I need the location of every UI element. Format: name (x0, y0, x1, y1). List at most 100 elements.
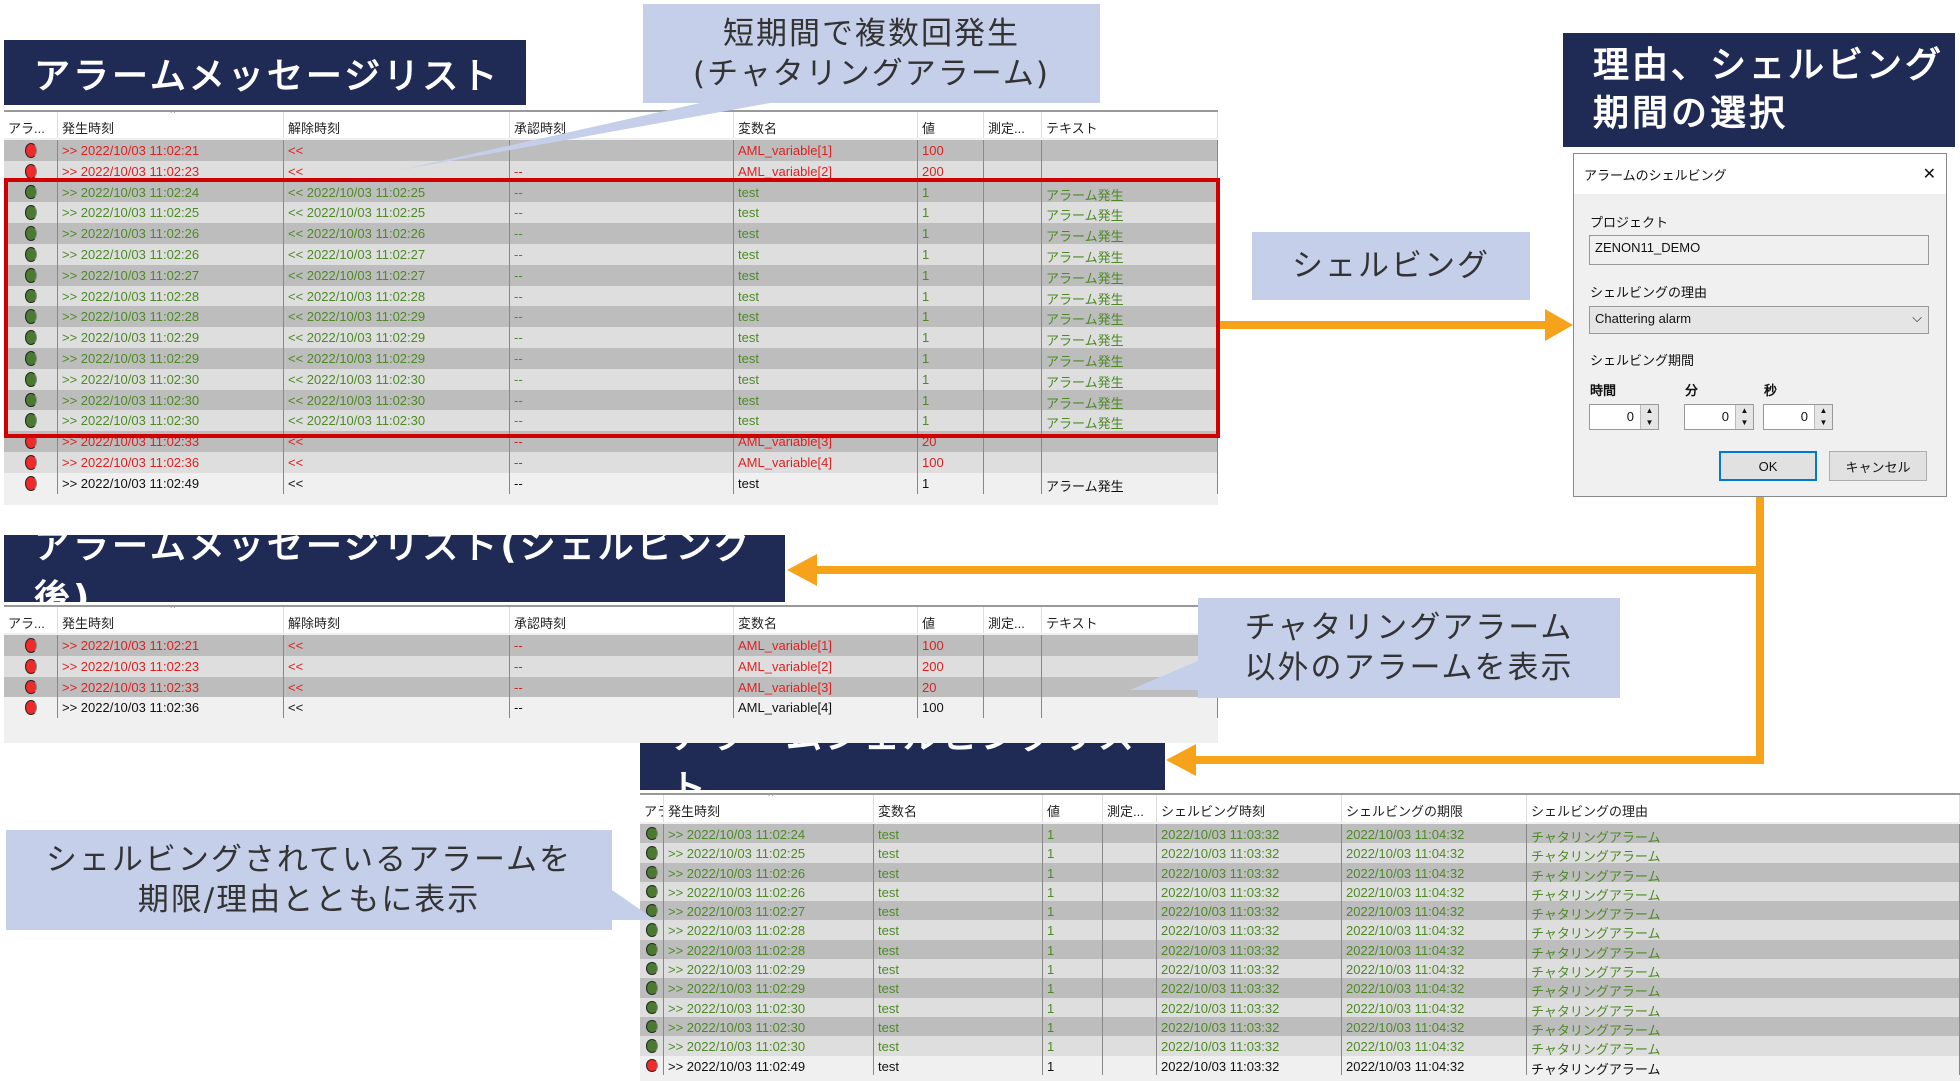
table-cell: 2022/10/03 11:04:32 (1342, 862, 1527, 882)
column-header[interactable]: シェルビング時刻 (1157, 795, 1342, 822)
table-row[interactable]: >> 2022/10/03 11:02:29 test 1 2022/10/03 11… (640, 978, 1960, 998)
table-row[interactable]: >> 2022/10/03 11:02:24 << 2022/10/03 11:0… (4, 181, 1218, 203)
table-cell: 2022/10/03 11:03:32 (1157, 1055, 1342, 1075)
project-field[interactable]: ZENON11_DEMO (1589, 235, 1929, 265)
shelving-dialog: アラームのシェルビング ✕ プロジェクト ZENON11_DEMO シェルビングの… (1573, 153, 1947, 497)
column-header[interactable]: 解除時刻 (284, 607, 510, 633)
column-header[interactable]: 変数名 (874, 795, 1043, 822)
alarm-shelved-green-icon (24, 205, 37, 221)
cancel-button[interactable]: キャンセル (1829, 451, 1927, 481)
table-row[interactable]: >> 2022/10/03 11:02:26 test 1 2022/10/03 11… (640, 881, 1960, 902)
table-cell: アラーム発生 (1042, 472, 1218, 494)
table-row[interactable]: >> 2022/10/03 11:02:28 test 1 2022/10/03 11… (640, 920, 1960, 940)
status-cell (4, 285, 58, 307)
table-row[interactable]: >> 2022/10/03 11:02:26 << 2022/10/03 11:0… (4, 223, 1218, 244)
spin-arrows-icon[interactable]: ▲ ▼ (1814, 405, 1832, 429)
column-header[interactable]: 変数名 (734, 607, 918, 633)
column-header[interactable]: 発生時刻 ^ (58, 112, 284, 138)
table-cell: test (874, 978, 1043, 998)
table-row[interactable]: >> 2022/10/03 11:02:25 test 1 2022/10/03 11… (640, 843, 1960, 863)
table-row[interactable]: >> 2022/10/03 11:02:30 test 1 2022/10/03 11… (640, 1016, 1960, 1037)
table-row[interactable]: >> 2022/10/03 11:02:24 test 1 2022/10/03 11… (640, 824, 1960, 844)
table-cell (984, 451, 1042, 473)
seconds-spinner[interactable]: 0 ▲ ▼ (1763, 404, 1833, 430)
column-header[interactable]: テキスト (1042, 112, 1218, 138)
table-row[interactable]: >> 2022/10/03 11:02:33 << -- AML_variable[3… (4, 676, 1218, 698)
table-row[interactable]: >> 2022/10/03 11:02:26 << 2022/10/03 11:0… (4, 243, 1218, 265)
table-row[interactable]: >> 2022/10/03 11:02:28 << 2022/10/03 11:0… (4, 306, 1218, 328)
column-header[interactable]: 値 (1043, 795, 1103, 822)
column-header[interactable]: 値 (918, 607, 984, 633)
column-header[interactable]: 変数名 (734, 112, 918, 138)
minutes-label: 分 (1685, 383, 1699, 398)
alarm-shelved-green-icon (24, 413, 37, 429)
table-row[interactable]: >> 2022/10/03 11:02:29 << 2022/10/03 11:0… (4, 327, 1218, 348)
table-row[interactable]: >> 2022/10/03 11:02:27 test 1 2022/10/03 11… (640, 901, 1960, 921)
table-row[interactable]: >> 2022/10/03 11:02:25 << 2022/10/03 11:0… (4, 202, 1218, 224)
table-row[interactable]: >> 2022/10/03 11:02:28 << 2022/10/03 11:0… (4, 285, 1218, 307)
table-row[interactable]: >> 2022/10/03 11:02:49 << -- test 1 アラーム発生 (4, 472, 1218, 494)
status-cell (4, 410, 58, 432)
column-header[interactable]: アラ... (4, 112, 58, 138)
table-row[interactable]: >> 2022/10/03 11:02:29 test 1 2022/10/03 11… (640, 959, 1960, 979)
column-header[interactable]: シェルビングの期限 (1342, 795, 1527, 822)
table-row[interactable]: >> 2022/10/03 11:02:36 << -- AML_variable[4… (4, 697, 1218, 719)
table-row[interactable]: >> 2022/10/03 11:02:28 test 1 2022/10/03 11… (640, 939, 1960, 960)
table-row[interactable]: >> 2022/10/03 11:02:30 << 2022/10/03 11:0… (4, 368, 1218, 390)
close-icon[interactable]: ✕ (1922, 166, 1936, 183)
table-row[interactable]: >> 2022/10/03 11:02:49 test 1 2022/10/03 11… (640, 1055, 1960, 1075)
column-header[interactable]: 測定... (984, 112, 1042, 138)
table-cell (984, 431, 1042, 452)
table-cell (984, 327, 1042, 348)
column-header[interactable]: アラ... (640, 795, 664, 822)
table-cell (984, 635, 1042, 656)
table-row[interactable]: >> 2022/10/03 11:02:30 << 2022/10/03 11:0… (4, 389, 1218, 411)
table-row[interactable]: >> 2022/10/03 11:02:30 test 1 2022/10/03 11… (640, 997, 1960, 1017)
hours-spinner[interactable]: 0 ▲ ▼ (1589, 404, 1659, 430)
alarm-shelved-green-icon (24, 246, 37, 262)
table-cell: >> 2022/10/03 11:02:29 (664, 978, 874, 998)
table-row[interactable]: >> 2022/10/03 11:02:21 << AML_variable[1] 1… (4, 140, 1218, 161)
table-row[interactable]: >> 2022/10/03 11:02:36 << -- AML_variable[4… (4, 451, 1218, 473)
table-cell: << 2022/10/03 11:02:30 (284, 389, 510, 411)
table-cell: -- (510, 264, 734, 286)
table-cell: test (874, 881, 1043, 902)
alarm-active-red-icon (24, 454, 37, 470)
column-header[interactable]: 発生時刻 ^ (664, 795, 874, 822)
table-row[interactable]: >> 2022/10/03 11:02:30 test 1 2022/10/03 11… (640, 1036, 1960, 1056)
table-cell (984, 223, 1042, 244)
alarm-shelving-list[interactable]: アラ...発生時刻^変数名値測定...シェルビング時刻シェルビングの期限シェルビ… (640, 793, 1960, 1081)
table-cell: 1 (918, 327, 984, 348)
table-row[interactable]: >> 2022/10/03 11:02:26 test 1 2022/10/03 11… (640, 862, 1960, 882)
spin-arrows-icon[interactable]: ▲ ▼ (1735, 405, 1753, 429)
table-row[interactable]: >> 2022/10/03 11:02:23 << -- AML_variable[2… (4, 160, 1218, 182)
spin-arrows-icon[interactable]: ▲ ▼ (1640, 405, 1658, 429)
table-cell (984, 181, 1042, 203)
column-header[interactable]: アラ... (4, 607, 58, 633)
column-header[interactable]: 値 (918, 112, 984, 138)
table-cell: >> 2022/10/03 11:02:30 (664, 997, 874, 1017)
column-header[interactable]: 承認時刻 (510, 607, 734, 633)
column-header[interactable]: 発生時刻 ^ (58, 607, 284, 633)
column-header[interactable]: 承認時刻 (510, 112, 734, 138)
table-row[interactable]: >> 2022/10/03 11:02:21 << -- AML_variable[1… (4, 635, 1218, 656)
table-row[interactable]: >> 2022/10/03 11:02:27 << 2022/10/03 11:0… (4, 264, 1218, 286)
ok-button[interactable]: OK (1719, 451, 1817, 481)
minutes-value: 0 (1721, 409, 1729, 424)
table-cell: AML_variable[2] (734, 160, 918, 182)
alarm-list-after-shelving[interactable]: アラ... 発生時刻 ^ 解除時刻 承認時刻 変数名値測定... テキスト >> 2022/1… (4, 605, 1218, 743)
status-cell (4, 347, 58, 369)
table-cell: >> 2022/10/03 11:02:49 (664, 1055, 874, 1075)
column-header[interactable]: 測定... (1103, 795, 1157, 822)
column-header[interactable]: 解除時刻 (284, 112, 510, 138)
project-label: プロジェクト (1590, 215, 1669, 230)
minutes-spinner[interactable]: 0 ▲ ▼ (1684, 404, 1754, 430)
column-header[interactable]: 測定... (984, 607, 1042, 633)
reason-select[interactable]: Chattering alarm ⌵ (1589, 306, 1929, 334)
table-row[interactable]: >> 2022/10/03 11:02:29 << 2022/10/03 11:0… (4, 347, 1218, 369)
alarm-shelved-green-icon (24, 184, 37, 200)
table-row[interactable]: >> 2022/10/03 11:02:23 << -- AML_variable[2… (4, 655, 1218, 677)
table-cell: >> 2022/10/03 11:02:30 (58, 410, 284, 432)
table-row[interactable]: >> 2022/10/03 11:02:30 << 2022/10/03 11:0… (4, 410, 1218, 432)
